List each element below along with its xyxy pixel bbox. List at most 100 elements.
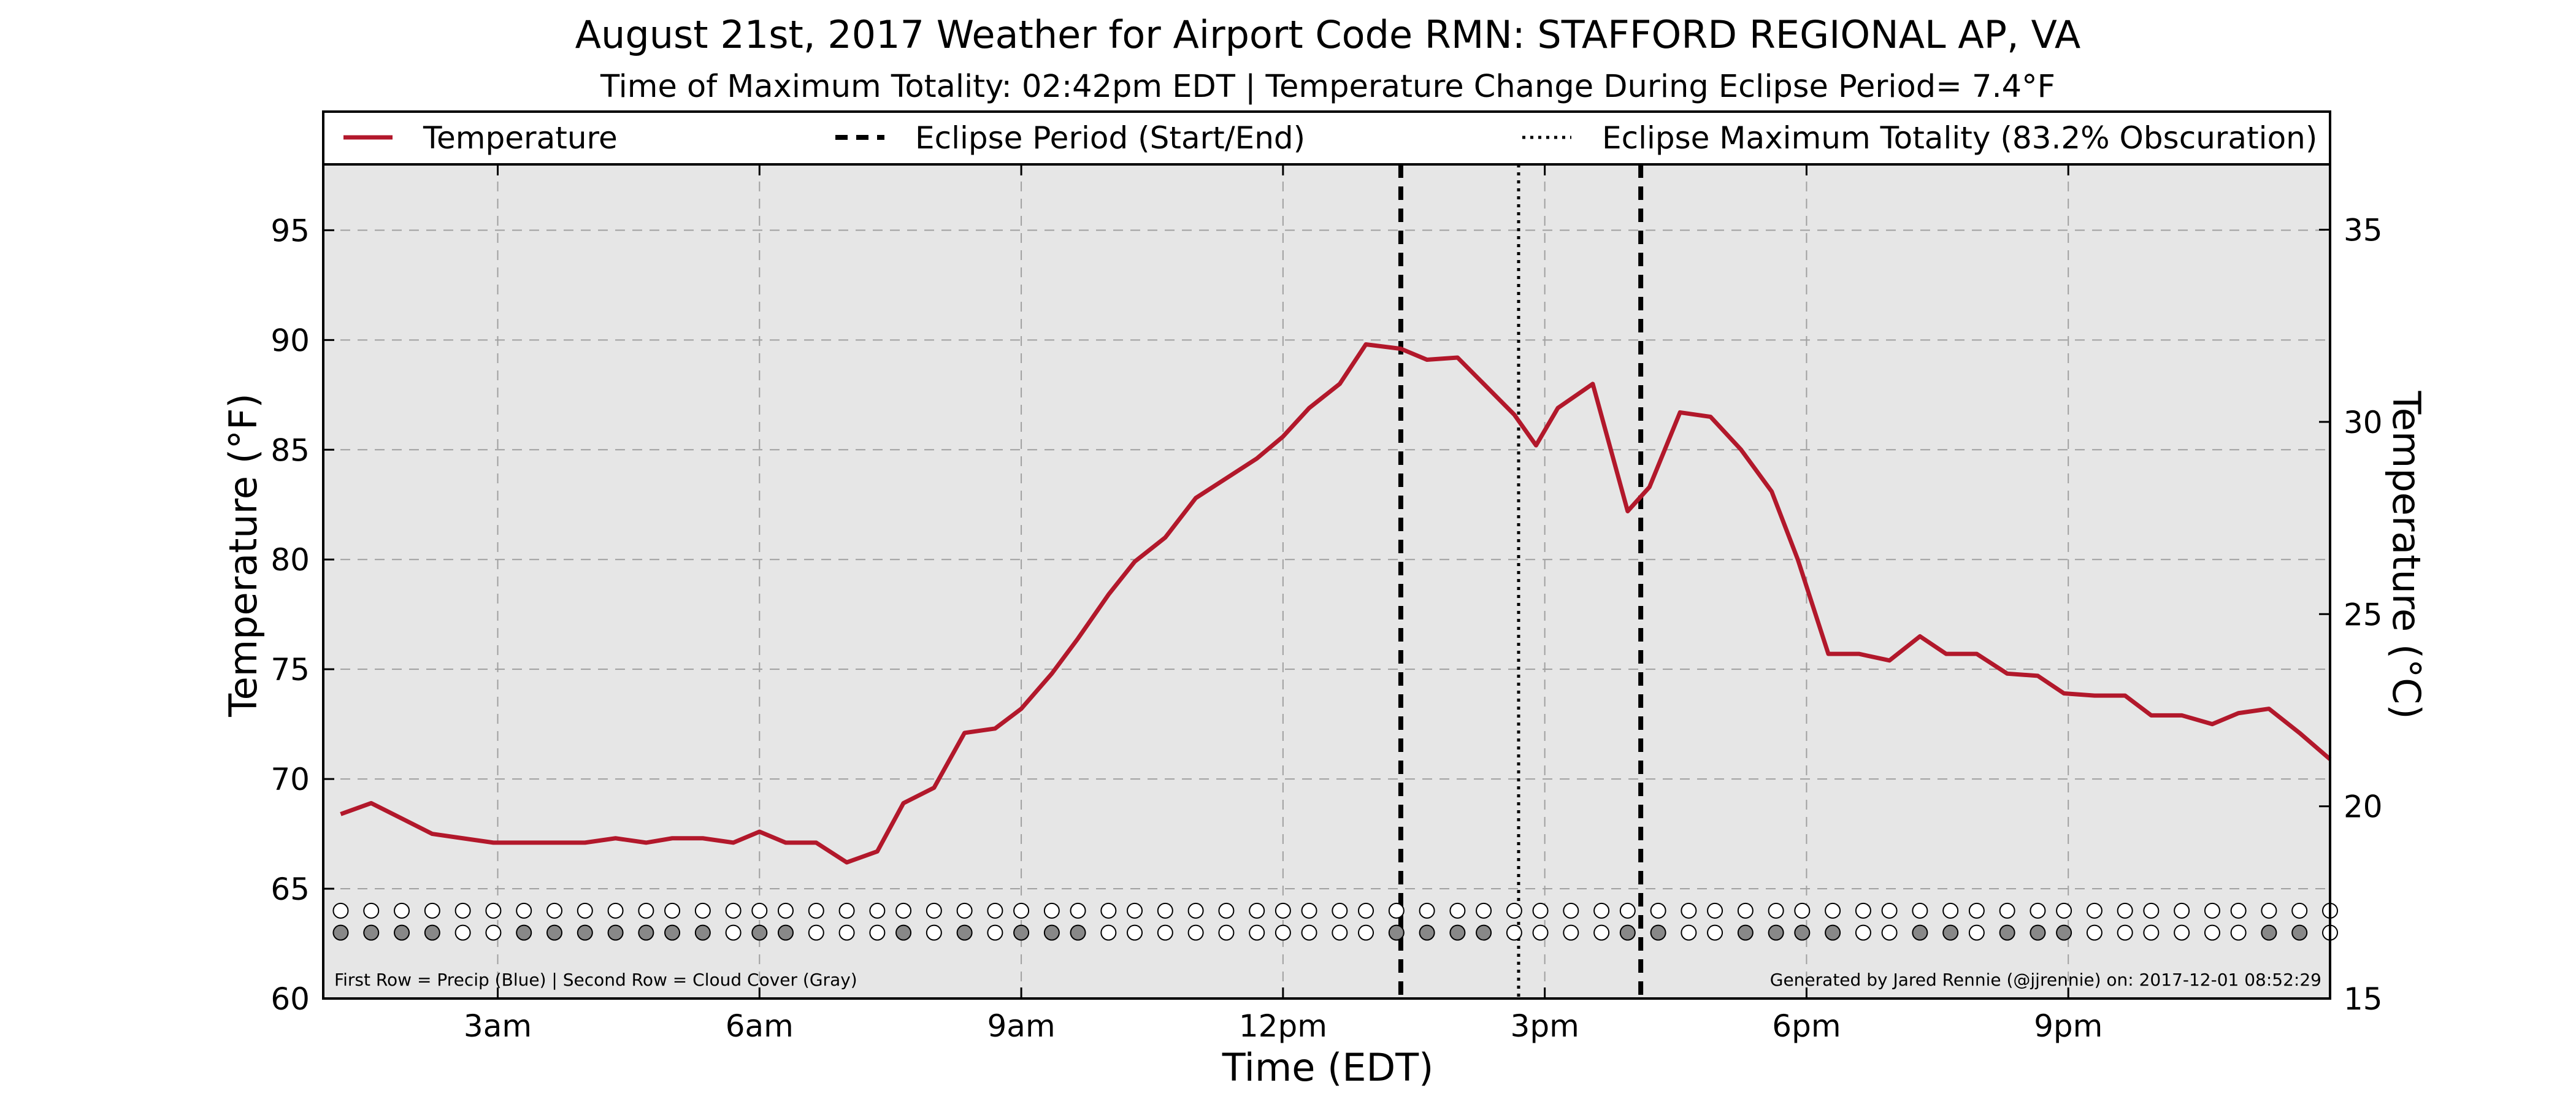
cloud-cover-marker (332, 924, 349, 941)
precip-marker (808, 902, 824, 919)
cloud-cover-marker (1968, 924, 1985, 941)
cloud-cover-marker (1100, 924, 1117, 941)
precip-marker (1043, 902, 1060, 919)
cloud-cover-marker (2261, 924, 2277, 941)
precip-marker (869, 902, 886, 919)
legend-eclipse-period-label: Eclipse Period (Start/End) (915, 120, 1305, 156)
cloud-cover-marker (485, 924, 502, 941)
precip-marker (1100, 902, 1117, 919)
y-tick-label-right: 25 (2344, 597, 2383, 632)
cloud-cover-marker (1737, 924, 1754, 941)
precip-marker (1825, 902, 1841, 919)
x-tick-label: 3pm (1511, 1008, 1579, 1044)
precip-marker (1650, 902, 1666, 919)
precip-marker (1506, 902, 1522, 919)
precip-marker (1301, 902, 1317, 919)
temperature-line (340, 342, 2332, 865)
cloud-cover-marker (577, 924, 593, 941)
precip-marker (1619, 902, 1636, 919)
y-tick-label-left: 75 (270, 652, 310, 688)
y-tick-label-right: 30 (2344, 405, 2383, 440)
precip-marker (1968, 902, 1985, 919)
precip-marker (332, 902, 349, 919)
x-tick-label: 6pm (1772, 1008, 1841, 1044)
cloud-cover-marker (546, 924, 562, 941)
x-tick-label: 12pm (1239, 1008, 1327, 1044)
chart-title: August 21st, 2017 Weather for Airport Co… (575, 12, 2081, 57)
cloud-cover-marker (2056, 924, 2072, 941)
cloud-cover-marker (1127, 924, 1143, 941)
precip-marker (546, 902, 562, 919)
precip-marker (1942, 902, 1959, 919)
precip-marker (1070, 902, 1086, 919)
eclipse-lines (1398, 164, 1644, 999)
precip-marker (1999, 902, 2015, 919)
precip-marker (725, 902, 742, 919)
precip-marker (895, 902, 912, 919)
y-tick-label-right: 15 (2344, 981, 2383, 1017)
cloud-cover-marker (1942, 924, 1959, 941)
cloud-cover-marker (1912, 924, 1928, 941)
precip-marker (2230, 902, 2247, 919)
precip-marker (1881, 902, 1898, 919)
x-tick-label: 9pm (2034, 1008, 2103, 1044)
precip-marker (577, 902, 593, 919)
x-tick-label: 3am (464, 1008, 532, 1044)
precip-marker (1218, 902, 1235, 919)
axis-ticks: 3am 6am 9am 12pm 3pm 6pm 9pm 60 65 70 75 80 85 90 95 15… (270, 164, 2383, 1044)
precip-marker (607, 902, 624, 919)
temperature-series (340, 342, 2332, 865)
precip-marker (1013, 902, 1030, 919)
cloud-cover-marker (1794, 924, 1811, 941)
y-axis-label-right: Temperature (°C) (2384, 390, 2429, 719)
cloud-cover-marker (808, 924, 824, 941)
precip-marker (1127, 902, 1143, 919)
cloud-cover-marker (1650, 924, 1666, 941)
cloud-cover-marker (1013, 924, 1030, 941)
precip-cloud-markers (332, 902, 2338, 941)
cloud-cover-marker (1249, 924, 1265, 941)
cloud-cover-marker (926, 924, 942, 941)
cloud-cover-marker (1332, 924, 1348, 941)
cloud-cover-marker (2117, 924, 2133, 941)
footnote-left: First Row = Precip (Blue) | Second Row =… (334, 970, 857, 990)
cloud-cover-marker (869, 924, 886, 941)
cloud-cover-marker (725, 924, 742, 941)
x-tick-label: 6am (726, 1008, 794, 1044)
precip-marker (777, 902, 794, 919)
plot-area (323, 164, 2330, 999)
y-tick-label-right: 20 (2344, 789, 2383, 825)
precip-marker (664, 902, 681, 919)
y-tick-label-left: 85 (270, 432, 310, 468)
precip-marker (2261, 902, 2277, 919)
precip-marker (1563, 902, 1579, 919)
cloud-cover-marker (751, 924, 768, 941)
y-tick-label-left: 80 (270, 542, 310, 578)
footnote-right: Generated by Jared Rennie (@jjrennie) on… (1770, 970, 2321, 990)
precip-marker (1681, 902, 1697, 919)
cloud-cover-marker (1563, 924, 1579, 941)
cloud-cover-marker (1593, 924, 1610, 941)
precip-marker (1707, 902, 1723, 919)
cloud-cover-marker (1881, 924, 1898, 941)
cloud-cover-marker (454, 924, 471, 941)
y-tick-label-left: 95 (270, 213, 310, 248)
cloud-cover-marker (1449, 924, 1466, 941)
cloud-cover-marker (694, 924, 711, 941)
legend-box (322, 110, 2331, 166)
precip-marker (2117, 902, 2133, 919)
precip-marker (751, 902, 768, 919)
precip-marker (1358, 902, 1374, 919)
cloud-cover-marker (2291, 924, 2308, 941)
cloud-cover-marker (638, 924, 654, 941)
precip-marker (926, 902, 942, 919)
cloud-cover-marker (2230, 924, 2247, 941)
cloud-cover-marker (607, 924, 624, 941)
cloud-cover-marker (1275, 924, 1291, 941)
precip-marker (1187, 902, 1204, 919)
precip-marker (2030, 902, 2046, 919)
precip-marker (1332, 902, 1348, 919)
y-tick-label-left: 60 (270, 981, 310, 1017)
precip-marker (2056, 902, 2072, 919)
